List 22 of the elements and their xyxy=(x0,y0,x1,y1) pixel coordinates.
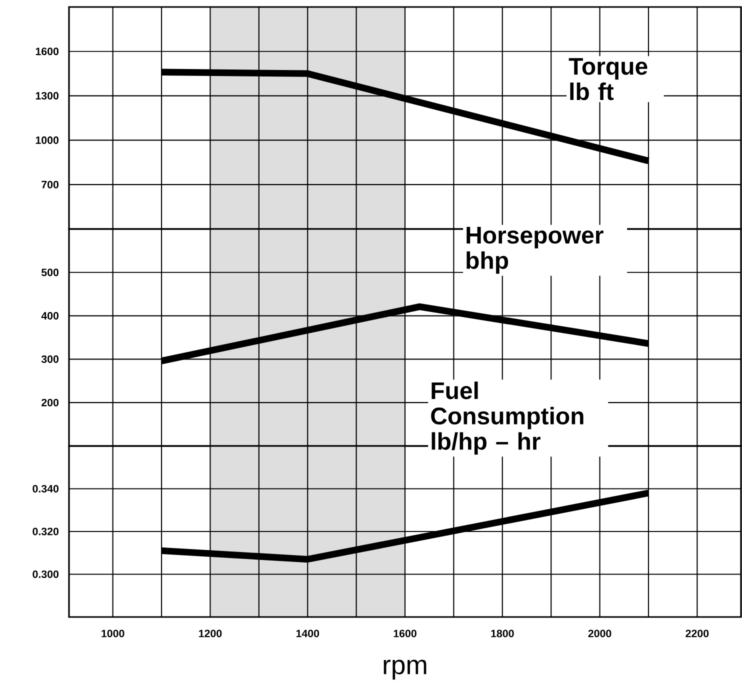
y-tick-label: 500 xyxy=(41,268,59,276)
y-tick-label: 200 xyxy=(42,398,59,406)
x-tick-label: 1000 xyxy=(102,630,124,638)
x-tick-label: 1600 xyxy=(394,630,416,638)
series-label: Torque lb ft xyxy=(568,58,648,100)
x-tick-label: 1800 xyxy=(491,630,514,638)
x-tick-label: 1400 xyxy=(296,630,320,638)
x-tick-label: 2200 xyxy=(686,630,709,638)
text: Fuel Consumption lb/hp – hr xyxy=(431,382,584,455)
x-axis-title: rpm xyxy=(384,660,426,680)
y-tick-label: 1000 xyxy=(36,136,59,144)
y-tick-label: 300 xyxy=(41,355,59,363)
series-label: Horsepower bhp xyxy=(466,226,604,274)
y-tick-label: 1600 xyxy=(36,48,59,56)
y-tick-label: 1300 xyxy=(36,92,59,100)
y-tick-label: 700 xyxy=(42,180,59,188)
x-tick-label: 2000 xyxy=(588,630,612,638)
x-tick-label: 1200 xyxy=(199,630,222,638)
y-tick-label: 0.320 xyxy=(32,528,59,536)
y-tick-label: 0.300 xyxy=(32,570,59,578)
y-tick-label: 0.340 xyxy=(32,484,59,493)
y-tick-label: 400 xyxy=(41,312,59,320)
